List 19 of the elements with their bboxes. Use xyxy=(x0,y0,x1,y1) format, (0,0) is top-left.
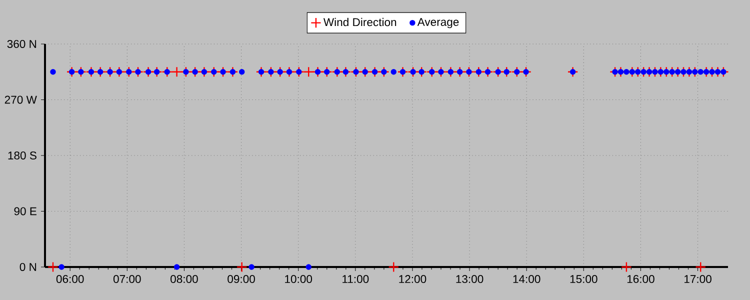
x-tick-label: 08:00 xyxy=(170,275,198,284)
x-tick-label: 06:00 xyxy=(56,275,84,284)
y-tick-label: 180 S xyxy=(8,152,36,160)
x-tick-label: 11:00 xyxy=(342,275,369,284)
y-tick-label: 360 N xyxy=(7,40,36,48)
x-tick-label: 17:00 xyxy=(684,275,712,284)
x-tick-label: 14:00 xyxy=(513,275,540,284)
x-tick-label: 13:00 xyxy=(456,275,484,284)
x-tick-label: 09:00 xyxy=(228,275,255,284)
x-tick-label: 15:00 xyxy=(570,275,598,284)
x-tick-label: 12:00 xyxy=(399,275,426,284)
legend-label: Average xyxy=(417,18,459,28)
legend-label: Wind Direction xyxy=(323,18,396,26)
y-tick-label: 0 N xyxy=(20,263,36,271)
y-tick-label: 90 E xyxy=(14,207,36,216)
y-tick-label: 270 W xyxy=(4,96,37,104)
x-tick-label: 16:00 xyxy=(627,275,654,284)
x-tick-label: 07:00 xyxy=(113,275,141,284)
x-tick-label: 10:00 xyxy=(285,275,312,284)
